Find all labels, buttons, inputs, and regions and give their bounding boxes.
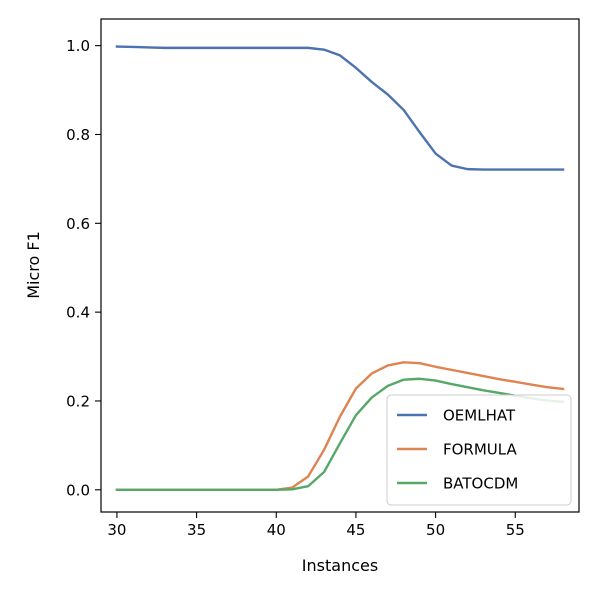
x-tick-label: 50 [426, 521, 445, 539]
y-tick-label: 0.2 [66, 392, 90, 410]
y-tick-label: 0.4 [66, 304, 90, 322]
legend-label-formula: FORMULA [443, 441, 517, 459]
x-tick-label: 30 [107, 521, 126, 539]
y-axis-label: Micro F1 [24, 231, 43, 299]
series-line-batocdm [115, 377, 565, 491]
y-tick-label: 1.0 [66, 37, 90, 55]
legend: OEMLHAT FORMULA BATOCDM [386, 394, 572, 506]
x-tick-label: 35 [187, 521, 206, 539]
y-axis-ticks: 0.0 0.2 0.4 0.6 0.8 1.0 [66, 37, 101, 499]
plot-lines [115, 45, 565, 491]
x-tick-label: 55 [506, 521, 525, 539]
legend-label-batocdm: BATOCDM [443, 475, 518, 493]
x-tick-label: 45 [346, 521, 365, 539]
series-line-oemlhat [115, 45, 565, 171]
y-tick-label: 0.8 [66, 126, 90, 144]
x-axis-label: Instances [302, 556, 378, 575]
x-axis-ticks: 30 35 40 45 50 55 [107, 512, 525, 539]
x-tick-label: 40 [267, 521, 286, 539]
legend-label-oemlhat: OEMLHAT [443, 407, 516, 425]
y-tick-label: 0.6 [66, 215, 90, 233]
y-tick-label: 0.0 [66, 481, 90, 499]
plot-frame [100, 18, 580, 513]
legend-box [386, 394, 572, 506]
